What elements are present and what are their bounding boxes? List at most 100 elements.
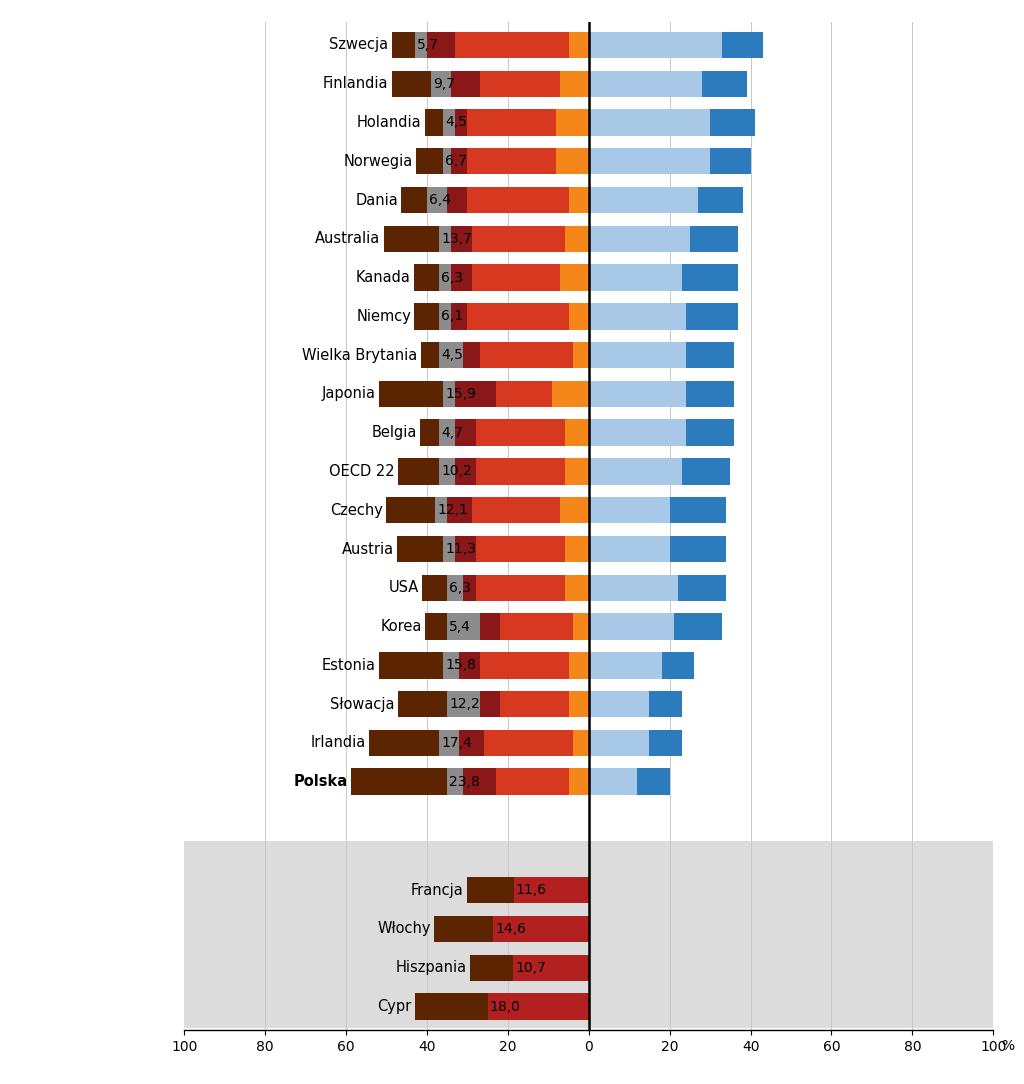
Bar <box>471 264 560 291</box>
Bar <box>467 186 568 214</box>
Bar <box>678 575 726 601</box>
Bar <box>686 341 734 369</box>
Bar <box>670 535 726 563</box>
Bar <box>589 70 702 96</box>
Bar <box>475 575 564 601</box>
Bar <box>686 380 734 408</box>
Bar <box>637 769 670 795</box>
Text: Irlandia: Irlandia <box>310 735 366 750</box>
Bar <box>589 380 686 408</box>
Bar <box>456 459 475 485</box>
Bar <box>698 186 742 214</box>
Text: 4,5: 4,5 <box>441 348 463 362</box>
Bar <box>589 420 686 446</box>
Bar <box>674 614 722 640</box>
Text: Korea: Korea <box>381 619 422 634</box>
Bar <box>401 186 427 214</box>
Bar <box>722 31 763 59</box>
Text: Finlandia: Finlandia <box>324 76 388 91</box>
Bar <box>439 304 452 330</box>
Text: 17,4: 17,4 <box>441 736 472 750</box>
Bar <box>487 993 589 1020</box>
Bar <box>479 70 560 96</box>
Text: 11,6: 11,6 <box>516 883 547 898</box>
Text: Kanada: Kanada <box>355 270 411 285</box>
Bar <box>589 149 711 175</box>
Text: Włochy: Włochy <box>378 921 431 937</box>
Text: 4,7: 4,7 <box>441 426 463 440</box>
Bar <box>439 225 452 251</box>
Text: Francja: Francja <box>411 882 464 898</box>
Text: Dania: Dania <box>355 193 398 207</box>
Text: 15,8: 15,8 <box>445 658 476 672</box>
Bar <box>552 380 589 408</box>
Bar <box>568 304 589 330</box>
Bar <box>496 380 552 408</box>
Bar <box>568 186 589 214</box>
Bar <box>649 730 682 756</box>
Bar <box>464 341 479 369</box>
Bar <box>564 575 589 601</box>
Bar <box>447 498 471 524</box>
Text: %: % <box>1001 1040 1015 1054</box>
Bar <box>460 653 479 679</box>
Bar <box>649 691 682 718</box>
Bar <box>564 420 589 446</box>
Bar <box>560 70 589 96</box>
Bar <box>572 614 589 640</box>
Bar <box>662 653 694 679</box>
Bar <box>475 459 564 485</box>
Bar <box>392 31 415 59</box>
Bar <box>479 614 500 640</box>
Bar <box>443 109 456 136</box>
Bar <box>415 304 439 330</box>
Bar <box>447 769 464 795</box>
Bar <box>439 264 452 291</box>
Bar <box>439 459 456 485</box>
Bar <box>464 575 475 601</box>
Bar <box>379 653 443 679</box>
Text: 6,7: 6,7 <box>445 154 467 168</box>
Bar <box>422 575 447 601</box>
Bar <box>460 730 483 756</box>
Bar <box>483 730 572 756</box>
Text: 10,2: 10,2 <box>441 464 472 478</box>
Text: OECD 22: OECD 22 <box>329 464 394 479</box>
Bar <box>443 535 456 563</box>
Bar <box>421 341 439 369</box>
Text: 11,3: 11,3 <box>445 542 476 556</box>
Bar <box>392 70 431 96</box>
Bar <box>568 653 589 679</box>
Bar <box>452 225 471 251</box>
Bar <box>447 691 479 718</box>
Bar <box>384 225 439 251</box>
Text: Holandia: Holandia <box>357 115 422 130</box>
Bar <box>369 730 439 756</box>
Text: Wielka Brytania: Wielka Brytania <box>302 348 418 363</box>
Bar <box>589 186 698 214</box>
Text: 10,7: 10,7 <box>515 960 546 975</box>
Bar <box>572 341 589 369</box>
Text: 14,6: 14,6 <box>496 922 526 935</box>
Bar <box>589 341 686 369</box>
Bar <box>494 916 589 942</box>
Text: 18,0: 18,0 <box>489 999 520 1014</box>
Text: 6,3: 6,3 <box>441 271 463 285</box>
Text: Australia: Australia <box>315 231 381 246</box>
Text: 23,8: 23,8 <box>450 775 480 789</box>
Bar <box>447 575 464 601</box>
Bar <box>427 31 456 59</box>
Bar <box>456 380 496 408</box>
Bar <box>456 109 467 136</box>
Bar <box>414 264 439 291</box>
Bar <box>711 109 755 136</box>
Text: 5,7: 5,7 <box>417 38 438 52</box>
Bar <box>398 691 447 718</box>
Bar <box>415 993 487 1020</box>
Bar <box>351 769 447 795</box>
Bar <box>439 420 456 446</box>
Bar <box>589 535 670 563</box>
Bar <box>471 225 564 251</box>
Bar <box>556 149 589 175</box>
Bar <box>560 264 589 291</box>
